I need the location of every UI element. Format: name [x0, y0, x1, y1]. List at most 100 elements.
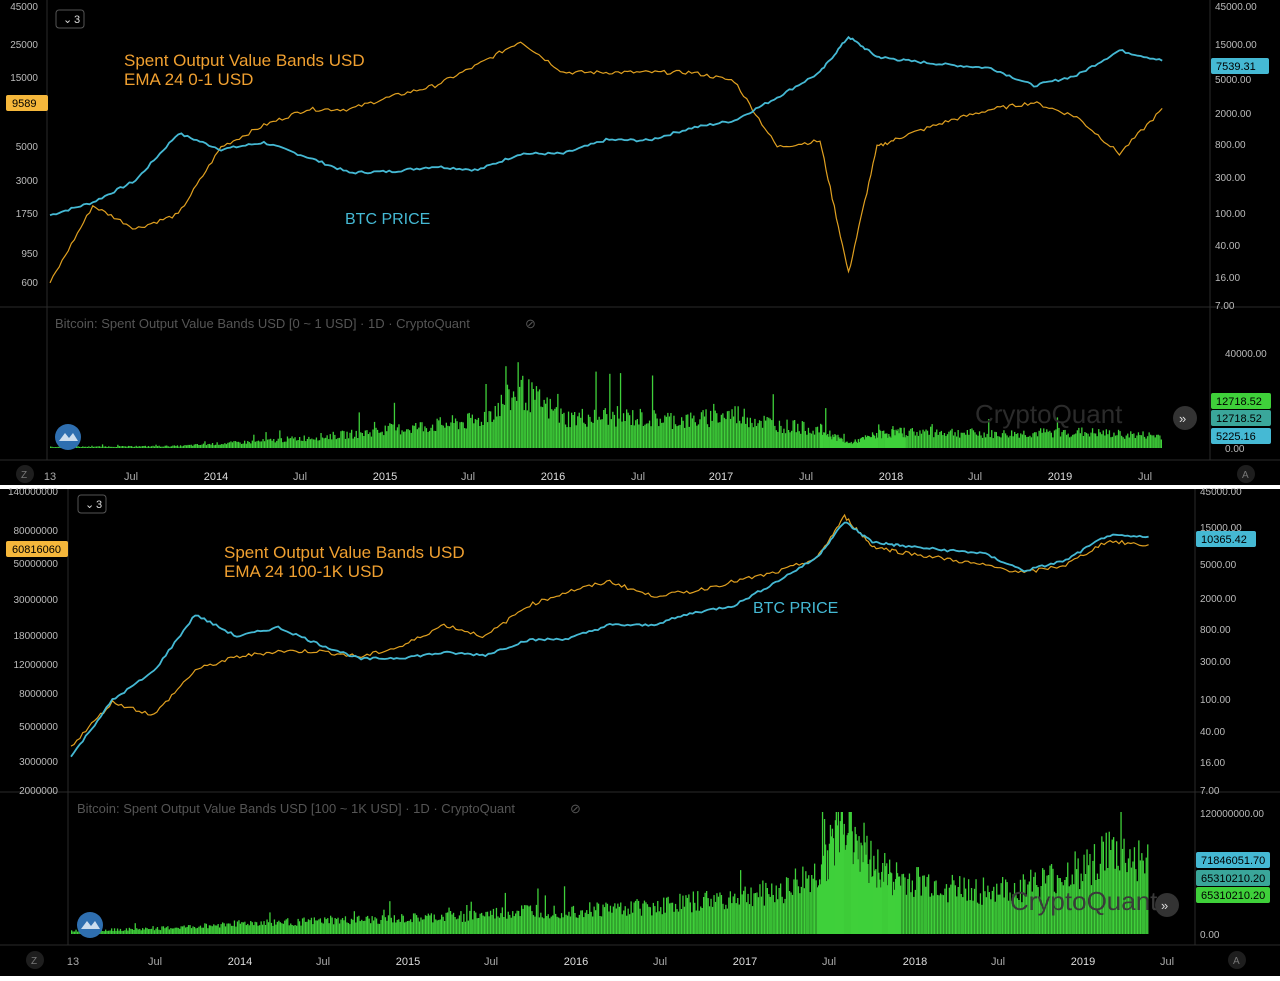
volume-bar — [504, 892, 506, 934]
volume-bar — [590, 911, 592, 934]
volume-bar — [725, 419, 727, 448]
corner-left-button[interactable] — [26, 951, 44, 969]
volume-bar — [867, 436, 870, 448]
collapse-button[interactable]: ⌄ 3 — [77, 494, 107, 514]
volume-bar — [282, 923, 284, 934]
volume-bar — [1053, 891, 1056, 934]
volume-bar — [318, 919, 320, 934]
volume-bar — [842, 834, 844, 934]
volume-bar — [1139, 860, 1141, 934]
scroll-button-bg[interactable] — [1155, 893, 1179, 917]
logo-badge[interactable] — [55, 424, 81, 450]
right-tick-label: 40.00 — [1200, 727, 1225, 738]
volume-bar — [495, 907, 498, 934]
volume-bar — [851, 444, 853, 448]
volume-bar — [261, 924, 264, 934]
volume-bar — [239, 442, 241, 448]
volume-bar — [806, 878, 808, 934]
volume-bar — [485, 911, 487, 934]
scroll-right-button[interactable]: » — [1155, 893, 1179, 917]
volume-bar — [720, 895, 723, 934]
volume-bar — [844, 849, 846, 934]
volume-bar — [766, 888, 768, 934]
volume-bar — [760, 896, 763, 934]
volume-bar — [1148, 432, 1150, 448]
volume-bar — [963, 432, 965, 448]
volume-bar — [787, 430, 790, 448]
volume-bar — [575, 425, 577, 448]
left-tick-label: 140000000 — [8, 487, 58, 498]
volume-bar — [845, 441, 847, 448]
scroll-button-bg[interactable] — [1173, 406, 1197, 430]
volume-bar — [959, 437, 961, 448]
volume-bar — [461, 921, 464, 934]
volume-bar — [121, 930, 123, 934]
volume-bar — [802, 866, 804, 934]
volume-bar — [913, 896, 915, 934]
volume-bar — [621, 914, 623, 934]
volume-bar — [442, 916, 444, 934]
hide-eye-icon[interactable]: ⊘ — [570, 801, 581, 816]
volume-bar — [247, 441, 249, 448]
volume-bar — [828, 436, 830, 448]
volume-bar — [987, 885, 989, 934]
volume-bar — [438, 420, 440, 448]
volume-bar — [521, 905, 523, 934]
volume-bar — [935, 880, 937, 934]
volume-bar — [878, 424, 880, 448]
sub-tick-label: 0.00 — [1200, 930, 1220, 941]
volume-bar — [156, 927, 159, 934]
volume-bar — [765, 882, 767, 934]
corner-right-button[interactable] — [1228, 951, 1246, 969]
volume-bar — [843, 823, 845, 934]
volume-bar — [202, 927, 204, 934]
collapse-button-frame[interactable] — [55, 9, 85, 29]
volume-bar — [990, 899, 992, 934]
volume-bar — [559, 918, 561, 934]
corner-right-button[interactable] — [1237, 465, 1255, 483]
volume-bar — [900, 427, 902, 448]
volume-bar — [496, 416, 498, 448]
volume-bar — [283, 441, 286, 448]
volume-bar — [301, 918, 304, 934]
corner-left-button[interactable] — [16, 465, 34, 483]
volume-bar — [421, 422, 423, 448]
volume-bar — [235, 926, 237, 934]
volume-bar — [433, 430, 435, 448]
hide-eye-icon[interactable]: ⊘ — [525, 316, 536, 331]
collapse-button[interactable]: ⌄ 3 — [55, 9, 85, 29]
volume-bar — [418, 427, 420, 448]
volume-bar — [140, 930, 142, 934]
volume-bar — [928, 874, 930, 934]
x-tick-label: Jul — [968, 471, 982, 483]
volume-bar — [155, 928, 157, 934]
volume-bar — [885, 433, 887, 448]
volume-bar — [334, 918, 336, 934]
volume-bar — [482, 915, 484, 934]
volume-bar — [208, 443, 211, 448]
volume-bar — [381, 915, 384, 934]
volume-bar — [725, 904, 727, 934]
volume-bar — [411, 922, 413, 934]
volume-bar — [127, 930, 129, 934]
volume-bar — [519, 386, 521, 448]
volume-bar — [592, 916, 594, 934]
volume-bar — [1020, 433, 1022, 448]
volume-bar — [581, 408, 583, 448]
volume-bar — [1006, 882, 1008, 934]
collapse-button-frame[interactable] — [77, 494, 107, 514]
volume-bar — [558, 917, 560, 934]
volume-bar — [233, 920, 236, 934]
volume-bar — [804, 431, 806, 448]
volume-bar — [660, 907, 662, 934]
volume-bar — [473, 910, 475, 934]
volume-bar — [535, 386, 538, 448]
scroll-right-button[interactable]: » — [1173, 406, 1197, 430]
volume-bar — [769, 418, 771, 448]
volume-bar — [416, 429, 418, 448]
volume-bar — [98, 446, 101, 448]
volume-bar — [650, 426, 652, 448]
logo-badge[interactable] — [77, 912, 103, 938]
volume-bar — [864, 842, 866, 934]
volume-bar — [1046, 875, 1048, 934]
